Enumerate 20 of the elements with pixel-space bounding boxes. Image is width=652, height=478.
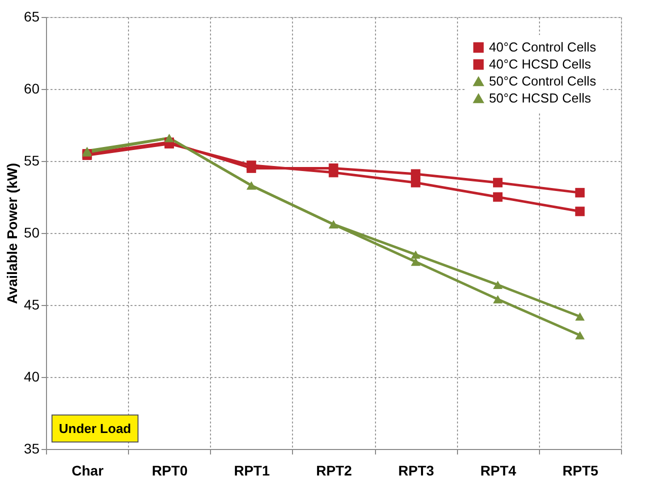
legend-label: 50°C HCSD Cells — [489, 90, 592, 106]
x-tick-label: RPT4 — [480, 462, 516, 478]
y-tick-label: 35 — [24, 440, 40, 456]
x-tick-label: RPT0 — [152, 462, 188, 478]
legend-label: 40°C Control Cells — [489, 40, 597, 54]
x-tick-label: RPT1 — [234, 462, 270, 478]
y-tick-label: 50 — [24, 224, 40, 240]
legend-label: 50°C Control Cells — [489, 74, 597, 88]
x-tick-label: RPT5 — [562, 462, 599, 478]
y-tick-label: 60 — [24, 80, 40, 96]
x-tick-label: Char — [72, 462, 104, 478]
x-tick-label: RPT2 — [316, 462, 352, 478]
x-tick-label: RPT3 — [398, 462, 434, 478]
legend-label: 40°C HCSD Cells — [489, 56, 592, 72]
y-tick-label: 45 — [24, 296, 40, 312]
y-axis-title: Available Power (kW) — [4, 162, 20, 304]
y-tick-label: 65 — [24, 8, 40, 24]
y-tick-label: 55 — [24, 152, 40, 168]
y-tick-label: 40 — [24, 368, 40, 384]
annotation: Under Load — [58, 421, 132, 436]
